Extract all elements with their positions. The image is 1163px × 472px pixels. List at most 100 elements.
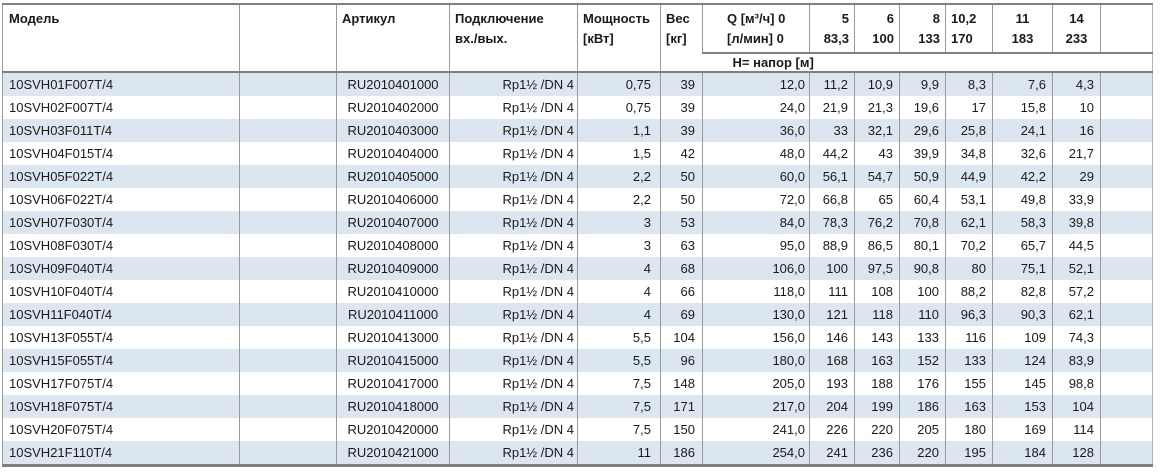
head-cell: 88,2: [945, 280, 993, 303]
head-cell: 21,9: [809, 96, 855, 119]
flow-lmin-value: 183: [1011, 31, 1034, 46]
weight-cell: 42: [660, 142, 703, 165]
article-cell: RU2010405000: [336, 165, 450, 188]
head-q0-cell: 130,0: [702, 303, 810, 326]
spacer-cell: [239, 303, 337, 326]
head-q0-cell: 254,0: [702, 441, 810, 466]
head-cell: 100: [809, 257, 855, 280]
head-cell: 17: [945, 96, 993, 119]
head-cell: 186: [899, 395, 946, 418]
article-cell: RU2010410000: [336, 280, 450, 303]
head-cell: 50,9: [899, 165, 946, 188]
head-cell: 90,3: [992, 303, 1053, 326]
article-cell: RU2010409000: [336, 257, 450, 280]
model-cell: 10SVH02F007T/4: [2, 96, 240, 119]
spacer-cell: [239, 326, 337, 349]
col-header-flow-6: 6 100: [854, 4, 900, 54]
head-q0-cell: 106,0: [702, 257, 810, 280]
table-row: 10SVH03F011T/4 RU2010403000 Rp1½ /DN 4 1,1 3…: [2, 119, 1153, 142]
table-row: 10SVH13F055T/4 RU2010413000 Rp1½ /DN 4 5,5 1…: [2, 326, 1153, 349]
trailing-spacer-cell: [1100, 441, 1153, 466]
table-row: 10SVH09F040T/4 RU2010409000 Rp1½ /DN 4 4 68 1…: [2, 257, 1153, 280]
head-cell: 176: [899, 372, 946, 395]
head-cell: 44,9: [945, 165, 993, 188]
weight-cell: 50: [660, 165, 703, 188]
head-cell: 145: [992, 372, 1053, 395]
col-header-article: Артикул: [336, 4, 450, 73]
head-cell: 57,2: [1052, 280, 1101, 303]
head-q0-cell: 12,0: [702, 72, 810, 96]
head-cell: 9,9: [899, 72, 946, 96]
connection-cell: Rp1½ /DN 4: [449, 188, 578, 211]
head-cell: 204: [809, 395, 855, 418]
head-cell: 39,9: [899, 142, 946, 165]
head-cell: 111: [809, 280, 855, 303]
article-cell: RU2010418000: [336, 395, 450, 418]
model-cell: 10SVH17F075T/4: [2, 372, 240, 395]
model-cell: 10SVH10F040T/4: [2, 280, 240, 303]
head-cell: 195: [945, 441, 993, 466]
weight-cell: 96: [660, 349, 703, 372]
model-cell: 10SVH20F075T/4: [2, 418, 240, 441]
weight-cell: 104: [660, 326, 703, 349]
trailing-spacer-cell: [1100, 372, 1153, 395]
head-cell: 49,8: [992, 188, 1053, 211]
flow-lmin-value: 233: [1065, 31, 1088, 46]
head-cell: 110: [899, 303, 946, 326]
head-q0-cell: 72,0: [702, 188, 810, 211]
power-cell: 2,2: [577, 188, 661, 211]
model-cell: 10SVH05F022T/4: [2, 165, 240, 188]
head-cell: 133: [945, 349, 993, 372]
article-cell: RU2010404000: [336, 142, 450, 165]
head-row-label: Н= напор [м]: [702, 53, 1153, 73]
power-cell: 7,5: [577, 372, 661, 395]
col-header-trailing-spacer: [1100, 4, 1153, 54]
spacer-cell: [239, 349, 337, 372]
trailing-spacer-cell: [1100, 188, 1153, 211]
spacer-cell: [239, 372, 337, 395]
weight-header-line2: [кг]: [666, 31, 687, 46]
head-cell: 24,1: [992, 119, 1053, 142]
head-cell: 220: [854, 418, 900, 441]
flow-lmin-value: 170: [951, 31, 973, 46]
flow-lmin-value: 100: [872, 31, 894, 46]
spacer-cell: [239, 188, 337, 211]
connection-cell: Rp1½ /DN 4: [449, 349, 578, 372]
table-row: 10SVH20F075T/4 RU2010420000 Rp1½ /DN 4 7,5 1…: [2, 418, 1153, 441]
table-row: 10SVH08F030T/4 RU2010408000 Rp1½ /DN 4 3 63 9…: [2, 234, 1153, 257]
head-q0-cell: 217,0: [702, 395, 810, 418]
connection-cell: Rp1½ /DN 4: [449, 418, 578, 441]
connection-cell: Rp1½ /DN 4: [449, 211, 578, 234]
weight-cell: 50: [660, 188, 703, 211]
head-cell: 109: [992, 326, 1053, 349]
spacer-cell: [239, 395, 337, 418]
head-cell: 75,1: [992, 257, 1053, 280]
spacer-cell: [239, 257, 337, 280]
article-cell: RU2010411000: [336, 303, 450, 326]
flow-m3h-value: 14: [1069, 11, 1084, 26]
weight-cell: 39: [660, 119, 703, 142]
article-cell: RU2010406000: [336, 188, 450, 211]
head-cell: 25,8: [945, 119, 993, 142]
power-cell: 5,5: [577, 326, 661, 349]
table-row: 10SVH21F110T/4 RU2010421000 Rp1½ /DN 4 11 18…: [2, 441, 1153, 466]
spacer-cell: [239, 441, 337, 466]
head-cell: 146: [809, 326, 855, 349]
connection-cell: Rp1½ /DN 4: [449, 326, 578, 349]
table-row: 10SVH04F015T/4 RU2010404000 Rp1½ /DN 4 1,5 4…: [2, 142, 1153, 165]
spacer-cell: [239, 72, 337, 96]
head-cell: 70,8: [899, 211, 946, 234]
spacer-cell: [239, 165, 337, 188]
head-cell: 60,4: [899, 188, 946, 211]
trailing-spacer-cell: [1100, 234, 1153, 257]
head-cell: 163: [854, 349, 900, 372]
head-cell: 34,8: [945, 142, 993, 165]
pump-spec-table-container: Модель Артикул Подключение вх./вых. Мощн…: [2, 3, 1153, 467]
head-cell: 128: [1052, 441, 1101, 466]
head-cell: 143: [854, 326, 900, 349]
head-cell: 80,1: [899, 234, 946, 257]
head-q0-cell: 118,0: [702, 280, 810, 303]
table-row: 10SVH06F022T/4 RU2010406000 Rp1½ /DN 4 2,2 5…: [2, 188, 1153, 211]
connection-cell: Rp1½ /DN 4: [449, 96, 578, 119]
head-cell: 241: [809, 441, 855, 466]
